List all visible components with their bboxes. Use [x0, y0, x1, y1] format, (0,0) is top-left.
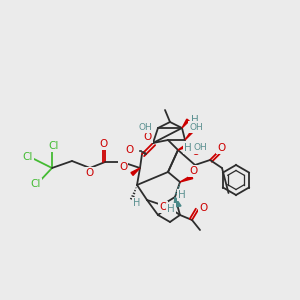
Text: H: H	[178, 190, 186, 200]
Text: Cl: Cl	[23, 152, 33, 162]
Text: H: H	[184, 143, 192, 153]
Text: O: O	[144, 132, 152, 142]
Text: H: H	[133, 198, 141, 208]
Polygon shape	[185, 127, 196, 140]
Polygon shape	[178, 143, 189, 150]
Text: O: O	[126, 145, 134, 155]
Text: O: O	[99, 139, 107, 149]
Text: O: O	[189, 166, 197, 176]
Text: O: O	[199, 203, 207, 213]
Text: OH: OH	[138, 122, 152, 131]
Polygon shape	[182, 119, 189, 128]
Text: O: O	[196, 125, 204, 135]
Text: O: O	[86, 168, 94, 178]
Text: H: H	[167, 204, 175, 214]
Text: O: O	[192, 147, 200, 157]
Text: H: H	[146, 122, 154, 132]
Text: Cl: Cl	[49, 141, 59, 151]
Text: OH: OH	[193, 143, 207, 152]
Text: H: H	[191, 115, 199, 125]
Polygon shape	[180, 176, 193, 182]
Text: OH: OH	[189, 122, 203, 131]
Text: O: O	[217, 143, 225, 153]
Text: Cl: Cl	[31, 179, 41, 189]
Polygon shape	[131, 168, 140, 176]
Text: O: O	[159, 202, 167, 212]
Text: O: O	[119, 162, 127, 172]
Polygon shape	[174, 197, 181, 207]
